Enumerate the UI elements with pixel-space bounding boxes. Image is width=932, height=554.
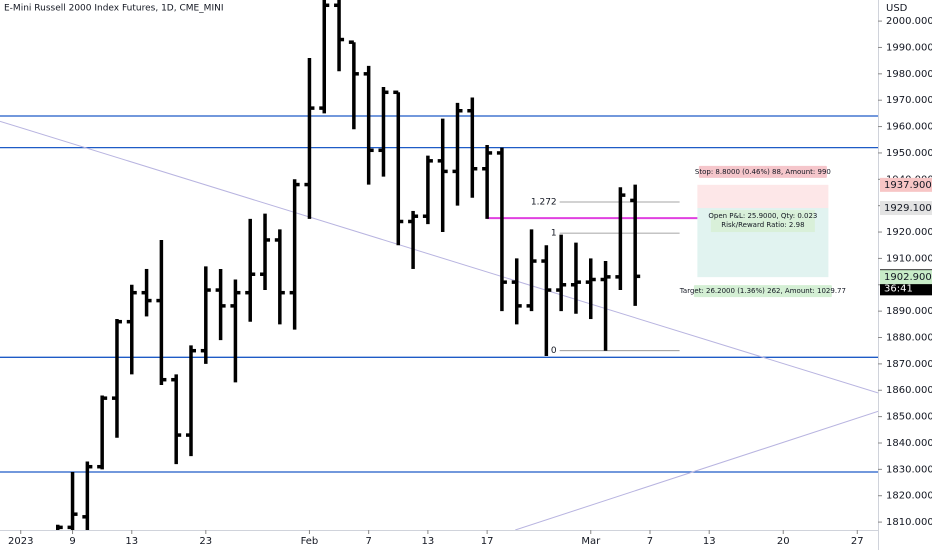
x-tick-label: 23 [199, 536, 212, 547]
y-tick-label: 1960.0000 [886, 122, 932, 133]
y-tick-label: 1970.0000 [886, 95, 932, 106]
position-label-bg [710, 210, 815, 233]
y-tick-label: 2000.0000 [886, 16, 932, 27]
y-tick-label: 1840.0000 [886, 438, 932, 449]
price-badge [880, 201, 932, 216]
x-tick-label: 13 [125, 536, 138, 547]
y-tick-label: 1850.0000 [886, 412, 932, 423]
trend-line [0, 120, 878, 394]
y-tick-label: 1870.0000 [886, 359, 932, 370]
y-tick-label: 1880.0000 [886, 333, 932, 344]
y-tick-label: 1860.0000 [886, 385, 932, 396]
y-tick-label: 1990.0000 [886, 42, 932, 53]
position-label-bg [698, 165, 827, 178]
x-tick-label: 20 [777, 536, 790, 547]
x-tick-label: 9 [69, 536, 75, 547]
countdown: 36:41 [884, 283, 913, 294]
y-tick-label: 1950.0000 [886, 148, 932, 159]
y-tick-label: 1810.0000 [886, 517, 932, 528]
stop-zone [697, 184, 829, 209]
chart-title: E-Mini Russell 2000 Index Futures, 1D, C… [4, 4, 224, 14]
y-tick-label: 1830.0000 [886, 464, 932, 475]
x-tick-label: 27 [851, 536, 864, 547]
price-badge-label: 1902.9000 [884, 272, 932, 283]
x-tick-label: 7 [647, 536, 653, 547]
position-label: Stop: 8.8000 (0.46%) 88, Amount: 990 [695, 168, 831, 176]
position-label-bg [693, 285, 832, 298]
fib-label: 1 [551, 229, 557, 239]
currency: USD [886, 3, 908, 14]
price-badge [880, 177, 932, 192]
y-tick-label: 1980.0000 [886, 69, 932, 80]
y-tick-label: 1890.0000 [886, 306, 932, 317]
y-tick-label: 1910.0000 [886, 253, 932, 264]
position-label: Open P&L: 25.9000, Qty: 0.023 [708, 212, 817, 220]
price-badge [880, 270, 932, 285]
price-badge-label: 1937.9000 [884, 180, 932, 191]
x-tick-label: 13 [422, 536, 435, 547]
plot-area: Stop: 8.8000 (0.46%) 88, Amount: 990 Open… [0, 0, 878, 530]
y-tick-label: 1920.0000 [886, 227, 932, 238]
price-badge-label: 1929.1000 [884, 203, 932, 214]
x-tick-label: 13 [703, 536, 716, 547]
position-label: Risk/Reward Ratio: 2.98 [721, 221, 804, 229]
y-tick-label: 1820.0000 [886, 491, 932, 502]
position-label: Target: 26.2000 (1.36%) 262, Amount: 102… [679, 287, 846, 295]
x-tick-label: Mar [581, 536, 601, 547]
fib-label: 1.272 [531, 197, 557, 207]
trend-line [515, 410, 878, 530]
fib-label: 0 [551, 346, 557, 356]
x-tick-label: 7 [365, 536, 371, 547]
x-tick-label: 17 [481, 536, 494, 547]
x-tick-label: Feb [301, 536, 319, 547]
x-tick-label: 2023 [8, 536, 33, 547]
